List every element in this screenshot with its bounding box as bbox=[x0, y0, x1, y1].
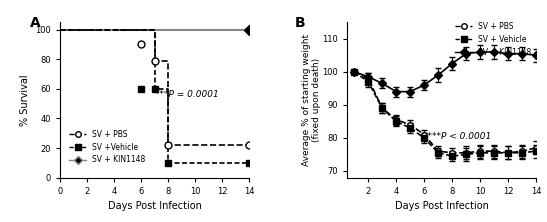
Text: ***P = 0.0001: ***P = 0.0001 bbox=[155, 90, 218, 99]
X-axis label: Days Post Infection: Days Post Infection bbox=[395, 201, 488, 211]
Legend: SV + PBS, SV +Vehicle, SV + KIN1148: SV + PBS, SV +Vehicle, SV + KIN1148 bbox=[66, 127, 149, 168]
X-axis label: Days Post Infection: Days Post Infection bbox=[108, 201, 201, 211]
Text: B: B bbox=[294, 16, 305, 30]
Legend: SV + PBS, SV + Vehicle, SV + KIN1148: SV + PBS, SV + Vehicle, SV + KIN1148 bbox=[452, 19, 534, 60]
Y-axis label: % Survival: % Survival bbox=[20, 74, 30, 126]
Text: A: A bbox=[30, 16, 40, 30]
Text: ****P < 0.0001: ****P < 0.0001 bbox=[423, 132, 491, 141]
Y-axis label: Average % of starting weight
(fixed upon death): Average % of starting weight (fixed upon… bbox=[301, 34, 321, 166]
